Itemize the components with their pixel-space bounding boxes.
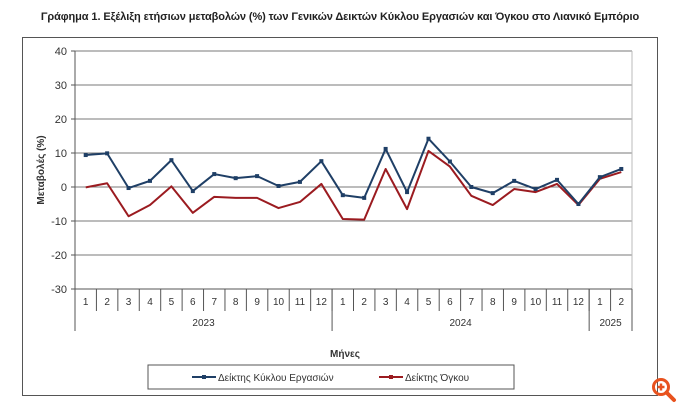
- data-marker: [126, 186, 131, 191]
- y-tick-label: -20: [51, 250, 67, 262]
- x-tick-label: 4: [404, 297, 410, 308]
- x-tick-label: 5: [426, 297, 432, 308]
- legend-label: Δείκτης Κύκλου Εργασιών: [218, 372, 334, 384]
- x-tick-label: 2: [619, 297, 625, 308]
- x-tick-label: 9: [511, 297, 517, 308]
- data-marker: [576, 202, 581, 206]
- y-tick-label: 10: [55, 148, 67, 160]
- data-marker: [212, 172, 217, 177]
- data-marker: [597, 175, 602, 180]
- data-marker: [276, 183, 281, 188]
- chart-title: Γράφημα 1. Εξέλιξη ετήσιων μεταβολών (%)…: [40, 11, 640, 23]
- x-tick-label: 8: [233, 297, 239, 308]
- data-marker: [83, 153, 88, 158]
- x-tick-label: 7: [469, 297, 475, 308]
- data-marker: [105, 151, 110, 156]
- data-marker: [340, 193, 345, 198]
- legend-marker: [389, 375, 393, 379]
- x-tick-label: 2: [104, 297, 110, 308]
- data-marker: [190, 189, 195, 194]
- data-marker: [555, 177, 560, 182]
- x-tick-label: 7: [211, 297, 217, 308]
- x-tick-label: 8: [490, 297, 496, 308]
- data-marker: [233, 176, 238, 181]
- x-tick-label: 6: [447, 297, 453, 308]
- x-tick-label: 1: [340, 297, 346, 308]
- data-marker: [362, 195, 367, 200]
- y-tick-label: 0: [61, 182, 67, 194]
- data-marker: [405, 190, 410, 195]
- x-tick-label: 10: [530, 297, 542, 308]
- year-label: 2025: [599, 318, 622, 329]
- data-marker: [319, 159, 324, 164]
- x-tick-label: 2: [361, 297, 367, 308]
- y-tick-label: 20: [55, 114, 67, 126]
- x-tick-label: 12: [316, 297, 328, 308]
- legend-label: Δείκτης Όγκου: [405, 372, 469, 384]
- data-marker: [619, 166, 624, 171]
- series-line: [85, 137, 622, 205]
- x-tick-label: 10: [273, 297, 285, 308]
- x-tick-label: 11: [295, 297, 306, 308]
- data-marker: [169, 158, 174, 163]
- data-marker: [469, 185, 474, 189]
- x-tick-label: 1: [83, 297, 89, 308]
- series-line: [85, 149, 622, 221]
- chart-frame: [22, 37, 658, 396]
- year-label: 2024: [449, 318, 472, 329]
- zoom-in-icon[interactable]: [650, 376, 678, 404]
- legend-marker: [202, 375, 206, 379]
- y-tick-label: -30: [51, 284, 67, 296]
- data-marker: [533, 187, 538, 192]
- y-tick-label: 40: [55, 46, 67, 58]
- data-marker: [447, 159, 452, 164]
- data-marker: [426, 136, 431, 141]
- x-tick-label: 3: [126, 297, 132, 308]
- x-tick-label: 6: [190, 297, 196, 308]
- x-tick-label: 3: [383, 297, 389, 308]
- data-marker: [490, 191, 495, 196]
- y-tick-label: 30: [55, 80, 67, 92]
- y-axis-label: Μεταβολές (%): [36, 135, 47, 204]
- year-label: 2023: [192, 318, 215, 329]
- data-marker: [147, 178, 152, 183]
- x-tick-label: 1: [597, 297, 603, 308]
- x-tick-label: 11: [552, 297, 563, 308]
- data-marker: [383, 146, 388, 151]
- y-tick-label: -10: [51, 216, 67, 228]
- x-tick-label: 12: [573, 297, 585, 308]
- data-marker: [297, 179, 302, 184]
- x-tick-label: 4: [147, 297, 153, 308]
- x-tick-label: 9: [254, 297, 260, 308]
- data-marker: [255, 174, 260, 179]
- data-marker: [512, 178, 517, 183]
- x-tick-label: 5: [169, 297, 175, 308]
- x-axis-label: Μήνες: [330, 349, 360, 360]
